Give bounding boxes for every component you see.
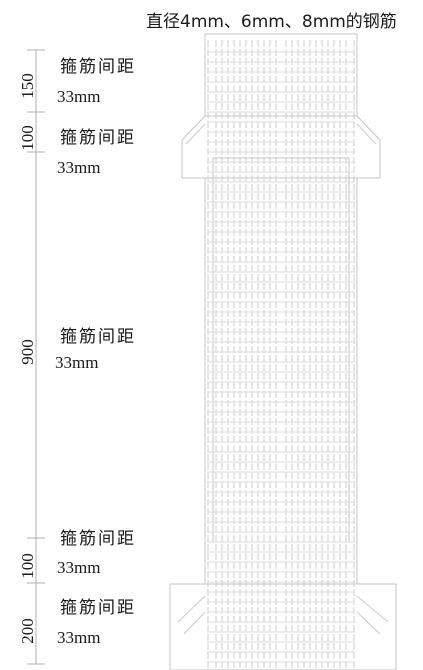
- flare-bar-lower-left-2: [183, 611, 206, 635]
- longitudinal-bars: [207, 40, 355, 668]
- segment-length: 150: [18, 73, 37, 99]
- flare-bar-upper-right: [356, 123, 377, 145]
- segment-spacing: 33mm: [57, 558, 100, 577]
- flare-bar-lower-left-1: [177, 595, 206, 623]
- flare-bars: [177, 123, 389, 635]
- flare-bar-lower-right-1: [356, 595, 389, 623]
- column-inner-outline: [212, 157, 350, 543]
- segment-label: 箍筋间距: [60, 598, 136, 618]
- segment-length: 900: [18, 339, 37, 365]
- flare-bar-upper-left: [185, 123, 206, 145]
- dimension-line: [27, 49, 45, 665]
- segment-900: 900 箍筋间距 33mm: [18, 327, 136, 372]
- bottom-block-outline: [169, 583, 397, 670]
- segment-label: 箍筋间距: [60, 128, 136, 148]
- upper-flare-outline: [181, 115, 381, 179]
- segment-label: 箍筋间距: [60, 529, 136, 549]
- segment-100-lower: 100 箍筋间距 33mm: [18, 529, 136, 579]
- segment-200: 200 箍筋间距 33mm: [18, 598, 136, 647]
- flare-bar-lower-right-2: [356, 611, 381, 635]
- segment-length: 100: [18, 553, 37, 579]
- segment-spacing: 33mm: [57, 158, 100, 177]
- segment-label: 箍筋间距: [60, 327, 136, 347]
- segment-label: 箍筋间距: [60, 57, 136, 77]
- stirrups: [207, 51, 355, 663]
- segment-length: 200: [18, 618, 37, 644]
- segment-100-upper: 100 箍筋间距 33mm: [18, 125, 136, 177]
- segment-spacing: 33mm: [55, 353, 98, 372]
- segment-150: 150 箍筋间距 33mm: [18, 57, 136, 106]
- segment-length: 100: [18, 125, 37, 151]
- segment-spacing: 33mm: [57, 628, 100, 647]
- segment-spacing: 33mm: [57, 87, 100, 106]
- diagram-title: 直径4mm、6mm、8mm的钢筋: [146, 12, 397, 32]
